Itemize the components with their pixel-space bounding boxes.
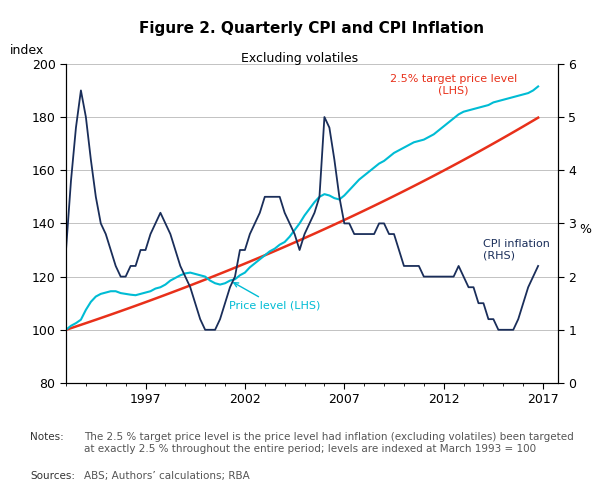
Text: The 2.5 % target price level is the price level had inflation (excluding volatil: The 2.5 % target price level is the pric…	[84, 432, 574, 454]
Text: CPI inflation
(RHS): CPI inflation (RHS)	[484, 239, 550, 261]
Title: Figure 2. Quarterly CPI and CPI Inflation: Figure 2. Quarterly CPI and CPI Inflatio…	[139, 21, 485, 36]
Text: Sources:: Sources:	[30, 471, 75, 481]
Text: ABS; Authors’ calculations; RBA: ABS; Authors’ calculations; RBA	[84, 471, 250, 481]
Text: Price level (LHS): Price level (LHS)	[229, 283, 320, 311]
Y-axis label: index: index	[10, 45, 44, 57]
Text: 2.5% target price level
(LHS): 2.5% target price level (LHS)	[390, 74, 517, 96]
Text: Notes:: Notes:	[30, 432, 64, 442]
Text: Excluding volatiles: Excluding volatiles	[241, 52, 359, 64]
Y-axis label: %: %	[579, 223, 591, 236]
